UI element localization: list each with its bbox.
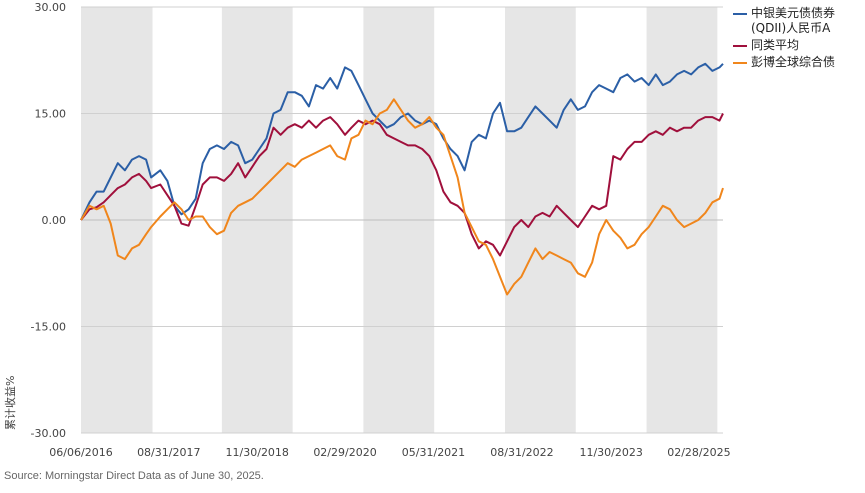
x-tick-label: 02/29/2020 bbox=[313, 446, 376, 459]
legend-item-benchmark[interactable]: 彭博全球综合债 bbox=[733, 55, 863, 70]
source-note: Source: Morningstar Direct Data as of Ju… bbox=[4, 470, 264, 482]
y-tick-label: 0.00 bbox=[42, 214, 67, 227]
y-tick-label: 30.00 bbox=[35, 1, 67, 14]
x-tick-label: 05/31/2021 bbox=[402, 446, 465, 459]
x-tick-label: 06/06/2016 bbox=[49, 446, 112, 459]
x-tick-label: 11/30/2023 bbox=[579, 446, 642, 459]
legend-label-peer-average: 同类平均 bbox=[751, 38, 800, 52]
legend-swatch-fund bbox=[733, 13, 747, 15]
y-tick-labels: 30.00 15.00 0.00 -15.00 -30.00 bbox=[31, 1, 66, 440]
x-tick-label: 08/31/2022 bbox=[490, 446, 553, 459]
y-tick-label: -30.00 bbox=[31, 427, 66, 440]
x-tick-label: 11/30/2018 bbox=[226, 446, 289, 459]
gridlines bbox=[81, 6, 723, 434]
series-line-2 bbox=[80, 98, 724, 296]
x-tick-labels: 06/06/2016 08/31/2017 11/30/2018 02/29/2020… bbox=[49, 446, 730, 459]
series-line-1 bbox=[80, 113, 724, 257]
y-tick-label: -15.00 bbox=[31, 321, 66, 334]
y-axis-label: 累计收益% bbox=[3, 376, 17, 430]
legend-swatch-benchmark bbox=[733, 62, 747, 64]
x-tick-label: 08/31/2017 bbox=[137, 446, 200, 459]
legend-swatch-peer-average bbox=[733, 45, 747, 47]
x-tick-label: 02/28/2025 bbox=[667, 446, 730, 459]
legend-label-benchmark: 彭博全球综合债 bbox=[751, 55, 836, 69]
series-lines bbox=[80, 62, 724, 296]
legend-item-peer-average[interactable]: 同类平均 bbox=[733, 38, 863, 53]
legend-item-fund[interactable]: 中银美元债债券(QDII)人民币A bbox=[733, 6, 863, 36]
legend: 中银美元债债券(QDII)人民币A 同类平均 彭博全球综合债 bbox=[733, 6, 863, 72]
legend-label-fund: 中银美元债债券(QDII)人民币A bbox=[751, 6, 836, 35]
y-tick-label: 15.00 bbox=[35, 108, 67, 121]
